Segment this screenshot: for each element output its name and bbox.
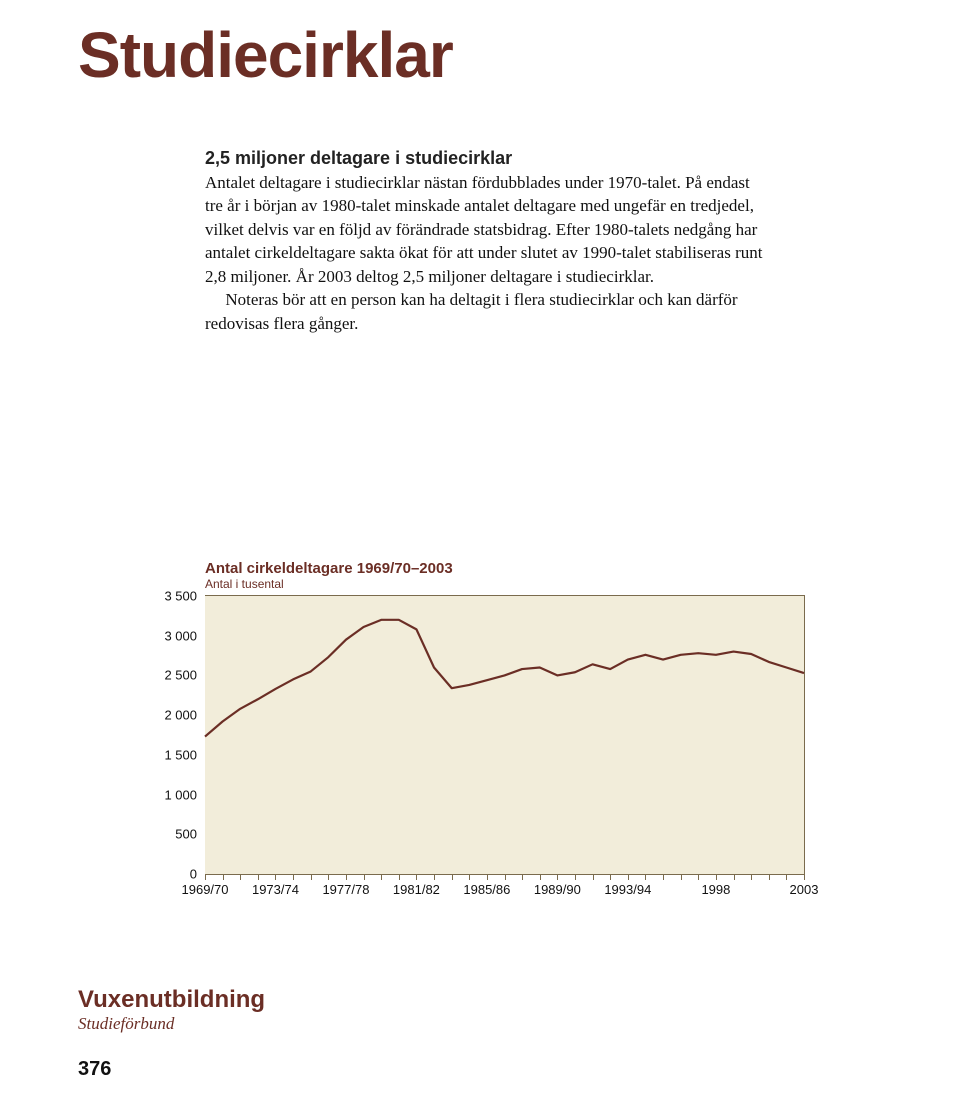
- x-tick: [734, 874, 735, 880]
- x-tick: [663, 874, 664, 880]
- x-tick: [522, 874, 523, 880]
- paragraph-2: Noteras bör att en person kan ha deltagi…: [205, 290, 738, 332]
- y-tick-label: 3 500: [164, 589, 205, 604]
- y-tick-label: 1 000: [164, 787, 205, 802]
- chart-plot-area: 05001 0001 5002 0002 5003 0003 5001969/7…: [205, 595, 805, 875]
- paragraph-1: Antalet deltagare i studiecirklar nästan…: [205, 173, 762, 286]
- x-tick-label: 2003: [790, 874, 819, 897]
- x-tick: [681, 874, 682, 880]
- x-tick-label: 1977/78: [322, 874, 369, 897]
- chart-line: [205, 620, 804, 737]
- body-text-block: 2,5 miljoner deltagare i studiecirklar A…: [205, 148, 765, 335]
- page-number: 376: [78, 1058, 111, 1081]
- x-tick-label: 1985/86: [463, 874, 510, 897]
- x-tick-label: 1981/82: [393, 874, 440, 897]
- x-tick: [452, 874, 453, 880]
- y-tick-label: 500: [175, 827, 205, 842]
- y-tick-label: 2 500: [164, 668, 205, 683]
- x-tick: [698, 874, 699, 880]
- page-title: Studiecirklar: [78, 18, 453, 92]
- footer-category: Vuxenutbildning: [78, 986, 265, 1014]
- x-tick-label: 1989/90: [534, 874, 581, 897]
- x-tick-label: 1998: [701, 874, 730, 897]
- y-tick-label: 2 000: [164, 708, 205, 723]
- footer: Vuxenutbildning Studieförbund: [78, 986, 265, 1034]
- x-tick: [593, 874, 594, 880]
- chart-svg: [205, 596, 804, 874]
- section-subhead: 2,5 miljoner deltagare i studiecirklar: [205, 148, 765, 169]
- x-tick: [311, 874, 312, 880]
- x-tick: [240, 874, 241, 880]
- x-tick: [769, 874, 770, 880]
- x-tick-label: 1973/74: [252, 874, 299, 897]
- x-tick: [786, 874, 787, 880]
- x-tick-label: 1993/94: [604, 874, 651, 897]
- x-tick-label: 1969/70: [182, 874, 229, 897]
- footer-subcategory: Studieförbund: [78, 1014, 265, 1034]
- y-tick-label: 1 500: [164, 747, 205, 762]
- chart-subtitle: Antal i tusental: [205, 577, 805, 591]
- x-tick: [381, 874, 382, 880]
- chart-title: Antal cirkeldeltagare 1969/70–2003: [205, 560, 805, 577]
- y-tick-label: 3 000: [164, 628, 205, 643]
- body-paragraphs: Antalet deltagare i studiecirklar nästan…: [205, 171, 765, 335]
- x-tick: [751, 874, 752, 880]
- chart-container: Antal cirkeldeltagare 1969/70–2003 Antal…: [205, 560, 805, 875]
